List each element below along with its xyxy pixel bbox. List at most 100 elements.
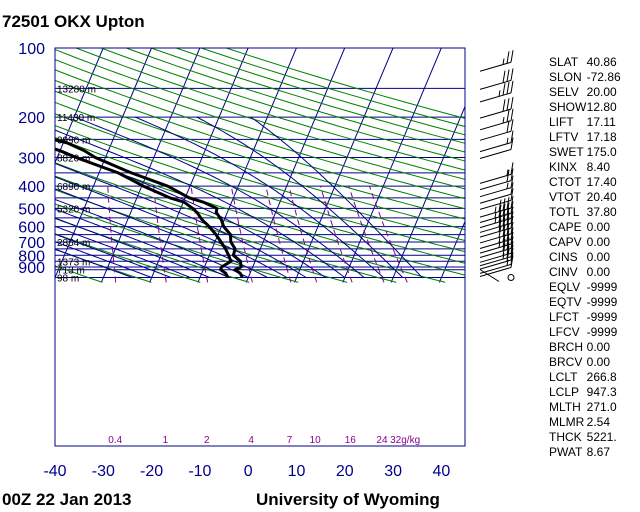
dry-adiabat-line: [100, 48, 465, 162]
index-value: 17.40: [586, 175, 617, 189]
index-value: -9999: [586, 310, 618, 324]
index-name: BRCH: [549, 340, 584, 354]
wind-barb-flag: [506, 237, 510, 250]
wind-barb-half-flag: [506, 169, 509, 176]
dry-adiabat-line: [126, 48, 465, 153]
wind-barb-flag: [502, 83, 506, 96]
index-row: LFTV 17.18: [549, 130, 629, 145]
wind-barb-half-flag: [506, 259, 509, 266]
wind-barb-half-flag: [506, 182, 509, 189]
index-row: THCK 5221.: [549, 430, 629, 445]
index-row: BRCH 0.00: [549, 340, 629, 355]
wind-barb-flag: [506, 169, 510, 182]
wind-barb-flag: [502, 224, 506, 237]
wind-barb-flag: [510, 206, 514, 219]
index-name: SLAT: [549, 55, 579, 69]
index-row: SHOW 12.80: [549, 100, 629, 115]
height-label: 11430 m: [57, 113, 95, 124]
moist-adiabat-line: [55, 225, 191, 278]
wind-barb-flag: [510, 97, 514, 110]
index-name: LIFT: [549, 115, 574, 129]
index-value: 266.8: [586, 370, 617, 384]
index-value: 0.00: [586, 340, 610, 354]
index-row: SLAT 40.86: [549, 55, 629, 70]
wind-barb-flag: [510, 182, 514, 195]
moist-adiabat-line: [55, 241, 152, 278]
wind-barb-flag: [510, 168, 514, 181]
index-row: EQLV -9999: [549, 280, 629, 295]
mixing-ratio-label: 7: [287, 435, 293, 446]
moist-adiabat-line: [55, 233, 172, 278]
mixing-ratio-label: 0.4: [108, 435, 122, 446]
index-row: PWAT 8.67: [549, 445, 629, 460]
wind-barb-half-flag: [502, 117, 505, 124]
wind-barb-staff: [479, 233, 512, 244]
index-value: 0.00: [586, 265, 610, 279]
dry-adiabat-line: [55, 113, 465, 242]
index-row: SELV 20.00: [549, 85, 629, 100]
moist-adiabat-line: [250, 116, 423, 278]
mixing-ratio-line: [288, 186, 318, 283]
wind-barb-half-flag: [498, 236, 501, 244]
index-name: SLON: [549, 70, 582, 84]
index-row: MLTH 271.0: [549, 400, 629, 415]
dry-adiabat-line: [151, 48, 465, 144]
mixing-ratio-label: 32g/kg: [390, 435, 420, 446]
index-name: MLMR: [549, 415, 585, 429]
wind-barb-flag: [510, 227, 514, 240]
chart-grid: [55, 48, 465, 283]
index-row: LCLP 947.3: [549, 385, 629, 400]
wind-barb-flag: [510, 80, 514, 93]
index-row: CAPV 0.00: [549, 235, 629, 250]
index-name: LFCT: [549, 310, 579, 324]
wind-barb-staff: [479, 108, 512, 119]
wind-barb-flag: [498, 219, 502, 232]
index-name: THCK: [549, 430, 582, 444]
index-name: CTOT: [549, 175, 582, 189]
wind-barb-flag: [506, 217, 510, 230]
wind-barb-staff: [479, 267, 512, 277]
wind-barb-staff: [479, 227, 512, 238]
mixing-ratio-line: [320, 186, 353, 283]
wind-barb-staff: [479, 61, 512, 72]
temperature-tick-label: -20: [140, 463, 163, 480]
height-label: 98 m: [57, 274, 79, 285]
index-value: 0.00: [586, 220, 610, 234]
wind-barb-flag: [502, 198, 506, 211]
dry-adiabat-line: [55, 203, 299, 283]
pressure-tick-label: 300: [18, 150, 45, 167]
wind-barb-staff: [479, 222, 512, 233]
isotherm-line: [55, 48, 152, 279]
index-row: SWET 175.0: [549, 145, 629, 160]
wind-barb-flag: [510, 175, 514, 188]
mixing-ratio-label: 1: [163, 435, 169, 446]
mixing-ratio-line: [348, 186, 385, 283]
index-row: LIFT 17.11: [549, 115, 629, 130]
wind-barb-flag: [506, 223, 510, 236]
wind-barb-flag: [510, 162, 514, 175]
height-label: 713 m: [57, 266, 85, 277]
mixing-ratio-line: [230, 186, 253, 283]
index-name: CINV: [549, 265, 578, 279]
mixing-ratio-line: [369, 186, 408, 283]
moist-adiabat-line: [55, 208, 230, 278]
moist-adiabat-line: [55, 176, 288, 278]
index-row: LCLT 266.8: [549, 370, 629, 385]
wind-barb-flag: [510, 108, 514, 121]
index-row: SLON -72.86: [549, 70, 629, 85]
pressure-tick-label: 600: [18, 220, 45, 237]
dry-adiabat-line: [55, 101, 465, 231]
dry-adiabat-line: [55, 48, 465, 180]
wind-barb-flag: [510, 248, 514, 261]
data-source: University of Wyoming: [256, 490, 440, 509]
wind-barb-flag: [506, 197, 510, 210]
dry-adiabat-line: [55, 175, 397, 283]
dry-adiabat-line: [55, 265, 103, 283]
wind-barb-flag: [510, 221, 514, 235]
moist-adiabat-line: [55, 217, 210, 278]
wind-barb-flag: [506, 245, 510, 258]
wind-barb-staff: [479, 173, 512, 184]
wind-barb-flag: [510, 216, 514, 229]
wind-barb-half-flag: [498, 241, 501, 248]
